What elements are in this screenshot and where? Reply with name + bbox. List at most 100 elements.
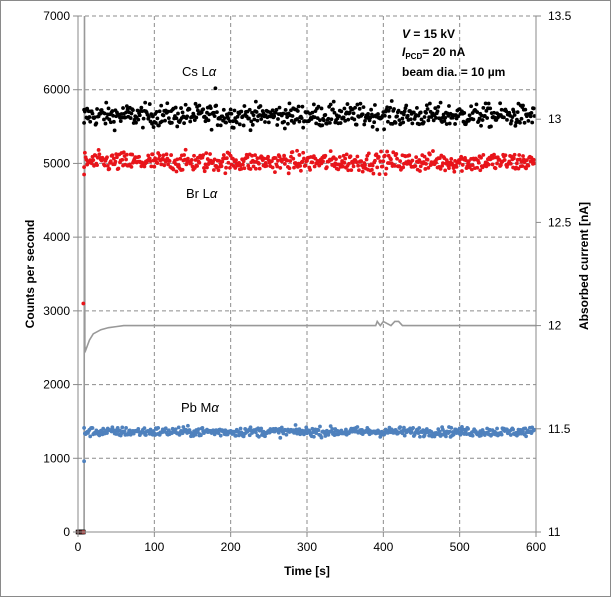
pb-point: [304, 425, 309, 430]
br-point: [418, 169, 422, 173]
br-point: [226, 160, 231, 165]
br-point: [350, 161, 355, 166]
br-point: [121, 150, 126, 155]
br-point: [398, 159, 403, 164]
cs-point: [320, 123, 325, 128]
x-tick-label: 200: [221, 540, 241, 554]
cs-point: [354, 122, 359, 127]
cs-point: [475, 110, 480, 115]
br-point: [355, 154, 360, 159]
br-point: [157, 153, 162, 158]
cs-point: [111, 119, 116, 124]
cs-point: [103, 121, 108, 126]
pb-point: [281, 431, 286, 436]
br-point: [310, 160, 315, 165]
pb-point: [530, 425, 535, 430]
cs-point: [215, 110, 219, 115]
cs-point: [339, 109, 344, 114]
br-point: [515, 161, 519, 166]
cs-point: [424, 110, 428, 115]
br-point: [486, 162, 491, 167]
br-point: [202, 169, 207, 174]
cs-point: [402, 109, 407, 114]
br-point: [257, 161, 261, 166]
br-point: [491, 155, 496, 160]
pb-point: [449, 425, 454, 430]
cs-point: [270, 108, 275, 113]
br-point: [264, 164, 269, 168]
conditions-annotation: V = 15 kV IPCD= 20 nA beam dia. = 10 µm: [402, 27, 505, 79]
cs-point: [337, 114, 341, 119]
y2-tick-label: 13.5: [548, 9, 572, 23]
br-point: [312, 164, 317, 169]
br-point: [182, 153, 187, 157]
cs-point: [297, 119, 302, 124]
br-point: [323, 153, 328, 158]
br-point: [493, 166, 498, 171]
br-point: [344, 152, 349, 157]
cs-point: [386, 108, 391, 113]
pb-point: [417, 426, 422, 430]
cs-point: [532, 114, 537, 118]
plot-area: [75, 15, 537, 535]
cs-point: [209, 127, 214, 132]
label-cs-el: Cs L: [182, 64, 209, 79]
cs-point: [408, 117, 413, 122]
cs-point: [247, 116, 251, 121]
pb-point: [398, 425, 403, 430]
br-point: [173, 162, 178, 166]
cs-point: [295, 117, 299, 121]
cs-point: [183, 102, 188, 107]
cs-point: [301, 125, 306, 130]
cs-point: [469, 104, 474, 109]
pb-point: [418, 434, 422, 439]
br-point: [392, 163, 397, 168]
br-point: [124, 152, 129, 157]
beam-diameter: beam dia. = 10 µm: [402, 65, 505, 79]
cs-point: [419, 117, 424, 122]
voltage-var: V: [402, 27, 411, 41]
br-point: [426, 165, 431, 170]
br-point: [384, 166, 389, 171]
br-point: [292, 165, 296, 170]
pb-point: [411, 426, 416, 430]
pb-point: [466, 426, 470, 431]
br-point: [288, 159, 293, 163]
pb-point: [216, 431, 221, 436]
br-point: [378, 159, 383, 164]
pb-point: [248, 425, 253, 430]
cs-point: [282, 126, 287, 131]
br-point: [373, 158, 377, 163]
cs-point: [447, 104, 451, 108]
br-point: [166, 162, 170, 167]
cs-point: [153, 121, 158, 125]
br-point: [476, 160, 481, 165]
br-point: [253, 166, 258, 171]
pb-point: [124, 426, 128, 430]
br-point: [481, 153, 486, 157]
cs-point: [346, 117, 351, 122]
cs-point: [166, 116, 171, 120]
cs-point: [387, 114, 392, 119]
br-point: [276, 158, 280, 163]
pb-point: [479, 433, 483, 438]
cs-point: [211, 110, 216, 115]
cs-point: [195, 108, 200, 113]
br-point: [203, 162, 208, 167]
cs-point: [368, 115, 373, 120]
cs-point: [224, 120, 228, 125]
cs-point: [229, 111, 234, 116]
pb-point: [144, 433, 148, 437]
br-point: [463, 158, 468, 163]
cs-point: [486, 101, 491, 106]
pb-point: [355, 425, 360, 429]
br-point: [524, 158, 529, 163]
pb-point: [524, 434, 528, 439]
series-pb: [82, 423, 537, 464]
series-cs: [82, 86, 537, 133]
cs-point: [502, 115, 506, 120]
br-point: [163, 159, 168, 164]
br-point: [208, 152, 212, 156]
cs-point: [248, 128, 253, 133]
cs-point: [259, 117, 264, 122]
